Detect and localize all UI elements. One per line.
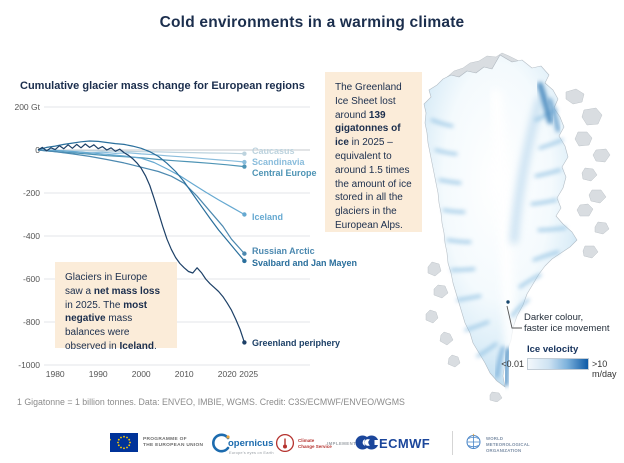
chart-title: Cumulative glacier mass change for Europ… bbox=[20, 80, 305, 92]
copernicus-icon bbox=[212, 433, 230, 453]
legend-max-label: >10 m/day bbox=[592, 359, 617, 379]
series-line-greenland-periphery bbox=[37, 143, 245, 343]
callout-bold-text: most negative bbox=[65, 299, 148, 325]
wmo-line1: WORLD bbox=[486, 436, 504, 441]
greenland-ice-velocity-map bbox=[423, 52, 611, 402]
series-line-russian-arctic bbox=[37, 149, 245, 255]
fast-glacier-dot bbox=[506, 300, 510, 304]
climate-change-service-label: Climate Change Service bbox=[298, 438, 332, 451]
series-label: Caucasus bbox=[252, 146, 295, 156]
x-tick-label: 2010 bbox=[175, 369, 194, 379]
series-end-dot bbox=[242, 258, 247, 264]
map-annotation-line2: faster ice movement bbox=[524, 323, 610, 335]
wmo-label: WORLD METEOROLOGICAL ORGANIZATION bbox=[486, 436, 530, 454]
series-line-scandinavia bbox=[37, 149, 245, 163]
series-end-dot bbox=[242, 164, 247, 169]
page-title: Cold environments in a warming climate bbox=[159, 14, 465, 31]
y-tick-label: 0 bbox=[35, 145, 40, 155]
wmo-line2: METEOROLOGICAL bbox=[486, 442, 530, 448]
callout-text: Glaciers in Europe saw a bbox=[65, 272, 148, 297]
eu-programme-line2: THE EUROPEAN UNION bbox=[143, 443, 204, 449]
ice-velocity-streaks bbox=[430, 82, 567, 387]
logo-divider bbox=[452, 431, 453, 455]
series-label: Svalbard and Jan Mayen bbox=[252, 258, 357, 268]
series-label: Central Europe bbox=[252, 168, 317, 178]
series-line-iceland bbox=[37, 149, 245, 216]
series-end-dot bbox=[242, 212, 247, 217]
c3s-line2: Change Service bbox=[298, 444, 332, 450]
series-line-caucasus bbox=[37, 149, 245, 155]
y-tick-label: -200 bbox=[23, 188, 40, 198]
data-credit-note: 1 Gigatonne = 1 billion tonnes. Data: EN… bbox=[17, 397, 405, 407]
eu-programme-label: PROGRAMME OF THE EUROPEAN UNION bbox=[143, 437, 203, 450]
series-label: Iceland bbox=[252, 212, 283, 222]
glacier-mass-line-chart: 200 Gt 0 -200 -400 -600 -800 -1000 1980 1990 2000… bbox=[14, 102, 357, 379]
annotation-connector-line bbox=[506, 305, 522, 329]
climate-change-service-icon bbox=[275, 433, 295, 453]
wmo-line3: ORGANIZATION bbox=[486, 448, 522, 454]
series-label: Scandinavia bbox=[252, 157, 306, 167]
y-tick-label: -600 bbox=[23, 274, 40, 284]
callout-europe-mass-loss: Glaciers in Europe saw a net mass loss i… bbox=[55, 262, 177, 352]
callout-text: mass balances were observed in bbox=[65, 313, 133, 352]
series-end-dot bbox=[242, 251, 247, 256]
x-tick-label: 2000 bbox=[132, 369, 151, 379]
wmo-icon bbox=[466, 433, 481, 449]
eu-programme-line1: PROGRAMME OF bbox=[143, 437, 187, 442]
implemented-by-label: IMPLEMENTED BY bbox=[327, 441, 372, 446]
copernicus-tagline: Europe's eyes on Earth bbox=[229, 450, 274, 455]
c3s-line1: Climate bbox=[298, 438, 315, 443]
callout-bold-text: 139 gigatonnes of ice bbox=[335, 109, 401, 149]
series-label: Russian Arctic bbox=[252, 246, 315, 256]
series-label: Greenland periphery bbox=[252, 338, 340, 348]
callout-text: . bbox=[153, 340, 157, 352]
velocity-gradient-bar bbox=[527, 358, 589, 370]
map-annotation-line1: Darker colour, bbox=[524, 312, 584, 323]
legend-title: Ice velocity bbox=[527, 344, 579, 355]
copernicus-wordmark: opernicus bbox=[228, 438, 274, 449]
series-line-svalbard-and-jan-mayen bbox=[37, 140, 245, 262]
y-tick-label: -1000 bbox=[18, 360, 40, 370]
ecmwf-icon bbox=[355, 435, 379, 450]
ecmwf-wordmark: ECMWF bbox=[379, 435, 431, 451]
series-end-dot bbox=[242, 151, 247, 156]
legend-min-label: <0.01 bbox=[501, 359, 524, 369]
x-tick-label: 2025 bbox=[239, 369, 258, 379]
series-end-dot bbox=[242, 340, 247, 345]
series-end-dot bbox=[242, 159, 247, 165]
callout-text: in 2025 – equivalent to around 1.5 times… bbox=[335, 137, 412, 231]
callout-bold-text: net mass loss bbox=[93, 285, 161, 297]
y-tick-label: -400 bbox=[23, 231, 40, 241]
map-annotation: Darker colour, faster ice movement bbox=[524, 312, 624, 335]
eu-flag-logo bbox=[110, 433, 138, 452]
callout-text: The Greenland Ice Sheet lost around bbox=[335, 82, 402, 121]
callout-bold-text: Iceland bbox=[119, 340, 154, 352]
y-tick-label: -800 bbox=[23, 317, 40, 327]
y-tick-label: 200 Gt bbox=[14, 102, 40, 112]
x-tick-label: 1990 bbox=[89, 369, 108, 379]
callout-text: in 2025. The bbox=[65, 299, 124, 311]
callout-greenland-ice-sheet: The Greenland Ice Sheet lost around 139 … bbox=[325, 72, 422, 232]
x-tick-label: 1980 bbox=[46, 369, 65, 379]
x-tick-label: 2020 bbox=[218, 369, 237, 379]
